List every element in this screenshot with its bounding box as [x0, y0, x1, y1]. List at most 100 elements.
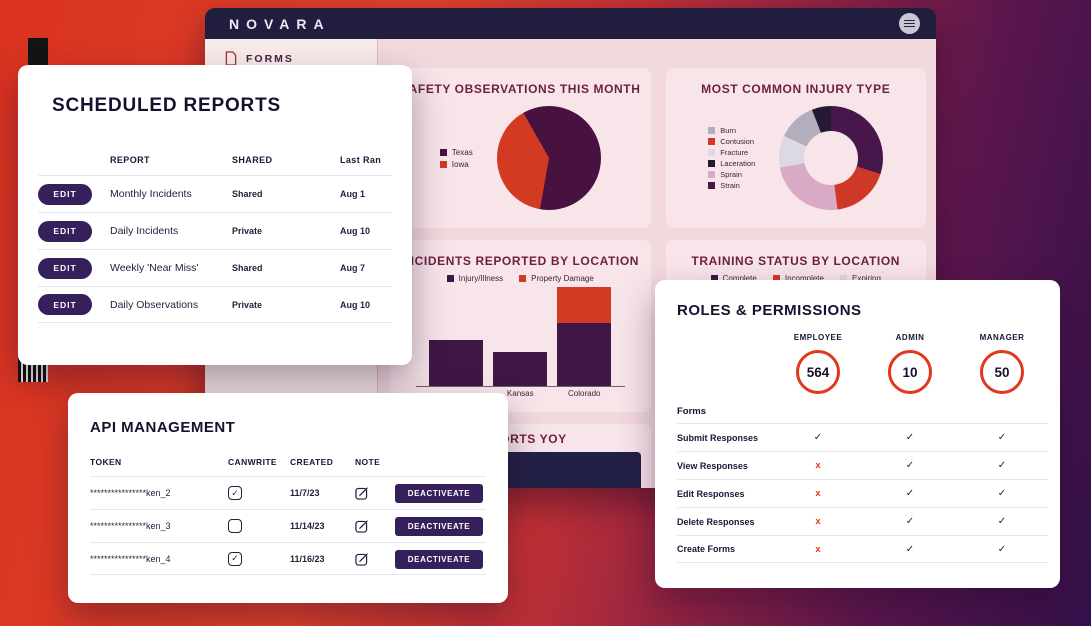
legend-swatch	[708, 160, 716, 167]
x-axis-label: Kansas	[506, 389, 534, 398]
permission-mark: ✓	[905, 516, 915, 527]
chart-legend: Injury/Illness Property Damage	[390, 274, 651, 283]
legend-swatch	[708, 182, 716, 189]
created-date: 11/14/23	[290, 521, 325, 531]
permission-name: Create Forms	[677, 544, 736, 554]
created-date: 11/7/23	[290, 488, 320, 498]
legend-item: Injury/Illness	[446, 274, 503, 283]
chart-legend: Burn Contusion Fracture Laceration Sprai…	[708, 124, 755, 192]
legend-item: Iowa	[439, 160, 473, 169]
legend-swatch	[772, 275, 780, 282]
canwrite-checkbox[interactable]: ✓	[228, 486, 242, 500]
legend-item: Contusion	[708, 137, 755, 146]
chart-title: TRAINING STATUS BY LOCATION	[691, 254, 901, 268]
permission-row: Edit Responses x ✓ ✓	[677, 479, 1048, 507]
role-count-badge: 10	[888, 350, 932, 394]
chart-legend: Complete Incomplete Expiring	[666, 274, 927, 283]
api-token-row: ****************ken_3 11/14/23 DEACTIVEA…	[90, 509, 486, 542]
edit-button[interactable]: EDIT	[38, 220, 92, 242]
legend-item: Sprain	[708, 170, 755, 179]
permission-mark: x	[815, 516, 821, 527]
permission-mark: ✓	[997, 460, 1007, 471]
role-column-admin: ADMIN 10	[864, 333, 956, 394]
permission-mark: ✓	[905, 488, 915, 499]
role-count-badge: 564	[796, 350, 840, 394]
role-count-badge: 50	[980, 350, 1024, 394]
legend-swatch	[708, 149, 716, 156]
last-ran-date: Aug 1	[340, 189, 366, 199]
last-ran-date: Aug 10	[340, 226, 371, 236]
permission-row: Delete Responses x ✓ ✓	[677, 507, 1048, 535]
table-header: TOKEN CANWRITE CREATED NOTE	[90, 448, 486, 476]
deactivate-button[interactable]: DEACTIVEATE	[395, 549, 483, 569]
deactivate-button[interactable]: DEACTIVEATE	[395, 484, 483, 503]
permission-mark: ✓	[997, 543, 1007, 555]
column-header-token: TOKEN	[90, 457, 122, 467]
bar-property-damage	[557, 287, 612, 323]
chart-legend: Texas Iowa	[439, 145, 473, 172]
created-date: 11/16/23	[290, 553, 325, 564]
api-token-row: ****************ken_2 ✓ 11/7/23 DEACTIVE…	[90, 476, 486, 509]
permissions-table: Submit Responses ✓ ✓ ✓ View Responses x …	[677, 423, 1048, 563]
role-column-manager: MANAGER 50	[956, 333, 1048, 394]
section-label-forms: Forms	[677, 406, 707, 417]
legend-item: Expiring	[839, 274, 881, 283]
permission-mark: ✓	[905, 543, 915, 555]
bar-group	[429, 287, 484, 386]
legend-swatch	[839, 275, 847, 282]
edit-note-icon[interactable]	[355, 552, 369, 566]
permission-mark: ✓	[997, 432, 1007, 443]
report-name: Daily Observations	[110, 298, 199, 311]
edit-note-icon[interactable]	[355, 486, 369, 500]
chart-title: SAFETY OBSERVATIONS THIS MONTH	[400, 82, 641, 96]
legend-item: Texas	[439, 148, 473, 157]
bar-injury-illness	[429, 340, 484, 386]
permission-mark: ✓	[997, 488, 1007, 499]
safety-observations-card: SAFETY OBSERVATIONS THIS MONTH Texas Iow…	[390, 68, 651, 228]
edit-button[interactable]: EDIT	[38, 183, 92, 205]
bar-group: Kansas	[493, 287, 548, 398]
report-row: EDIT Daily Incidents Private Aug 10	[38, 212, 392, 249]
role-name: EMPLOYEE	[793, 333, 843, 342]
permission-name: Submit Responses	[677, 432, 759, 443]
injury-donut-chart	[779, 106, 884, 210]
legend-swatch	[708, 127, 716, 134]
bar-injury-illness	[557, 322, 612, 386]
api-management-card: API MANAGEMENT TOKEN CANWRITE CREATED NO…	[68, 393, 508, 603]
permission-mark: ✓	[905, 460, 915, 471]
table-header: REPORT SHARED Last Ran	[38, 145, 392, 175]
chart-title: INCIDENTS REPORTED BY LOCATION	[401, 254, 640, 268]
legend-item: Fracture	[708, 148, 755, 157]
roles-permissions-card: ROLES & PERMISSIONS EMPLOYEE 564 ADMIN 1…	[655, 280, 1060, 588]
column-header-report: REPORT	[110, 155, 150, 165]
column-header-last-ran: Last Ran	[340, 155, 382, 165]
edit-note-icon[interactable]	[355, 519, 369, 533]
incidents-bar-chart: Kansas Colorado	[416, 287, 625, 398]
edit-button[interactable]: EDIT	[38, 294, 92, 315]
menu-button[interactable]	[899, 13, 920, 34]
column-header-created: CREATED	[290, 457, 334, 467]
permission-name: Delete Responses	[677, 516, 755, 527]
canwrite-checkbox[interactable]: ✓	[228, 551, 242, 566]
permission-name: Edit Responses	[677, 488, 745, 499]
canwrite-checkbox[interactable]	[228, 519, 242, 533]
edit-button[interactable]: EDIT	[38, 257, 92, 279]
report-row: EDIT Weekly 'Near Miss' Shared Aug 7	[38, 249, 392, 286]
glitch-artifact-top	[28, 38, 48, 72]
role-name: ADMIN	[895, 333, 925, 342]
permission-mark: ✓	[813, 432, 823, 443]
role-counts-row: EMPLOYEE 564 ADMIN 10 MANAGER 50	[677, 333, 1048, 394]
legend-swatch	[708, 138, 716, 145]
permission-mark: ✓	[905, 432, 915, 443]
novara-logo: NOVARA	[229, 15, 331, 32]
x-axis-label: Colorado	[568, 389, 601, 398]
deactivate-button[interactable]: DEACTIVEATE	[395, 517, 483, 536]
hamburger-icon	[904, 19, 915, 29]
shared-status: Shared	[232, 263, 263, 273]
permission-mark: x	[815, 460, 821, 471]
permission-mark: ✓	[997, 516, 1007, 527]
token-value: ****************ken_2	[90, 488, 171, 498]
report-row: EDIT Daily Observations Private Aug 10	[38, 286, 392, 323]
legend-swatch	[708, 171, 716, 178]
